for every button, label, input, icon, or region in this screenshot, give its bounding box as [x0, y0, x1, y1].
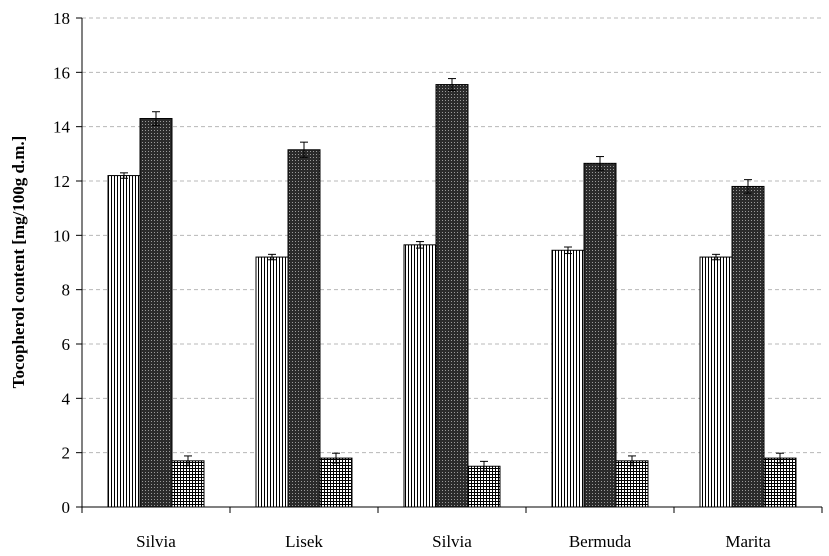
bar [583, 162, 617, 508]
bar [615, 460, 649, 508]
y-tick-label: 8 [62, 281, 71, 300]
x-category-label: Silvia [136, 532, 176, 551]
x-category-label: Silvia [432, 532, 472, 551]
y-tick-label: 2 [62, 444, 71, 463]
y-tick-label: 12 [53, 172, 70, 191]
x-category-label: Bermuda [569, 532, 632, 551]
bars [107, 84, 797, 508]
bar [107, 175, 141, 508]
bar [255, 256, 289, 508]
y-tick-label: 16 [53, 63, 70, 82]
bar [731, 185, 765, 508]
y-tick-label: 14 [53, 118, 71, 137]
bar [467, 465, 501, 508]
bar [403, 244, 437, 508]
labels: 0 2 4 6 8 10 12 14 16 18 Silvia Lisek Silvia Bermuda M… [53, 9, 771, 551]
y-axis-title: Tocopherol content [mg/100g d.m.] [9, 136, 28, 389]
y-tick-label: 18 [53, 9, 70, 28]
bar [319, 457, 353, 508]
axes [76, 17, 823, 513]
bar [551, 249, 585, 508]
bar [287, 149, 321, 508]
y-tick-label: 4 [62, 389, 71, 408]
bar [435, 84, 469, 508]
y-tick-label: 0 [62, 498, 71, 517]
y-tick-label: 10 [53, 226, 70, 245]
bar [699, 256, 733, 508]
x-category-label: Marita [725, 532, 771, 551]
bar [763, 457, 797, 508]
bar [139, 118, 173, 508]
x-category-label: Lisek [285, 532, 323, 551]
bar [171, 460, 205, 508]
y-tick-label: 6 [62, 335, 71, 354]
error-bars [120, 78, 784, 472]
gridlines [82, 17, 822, 454]
